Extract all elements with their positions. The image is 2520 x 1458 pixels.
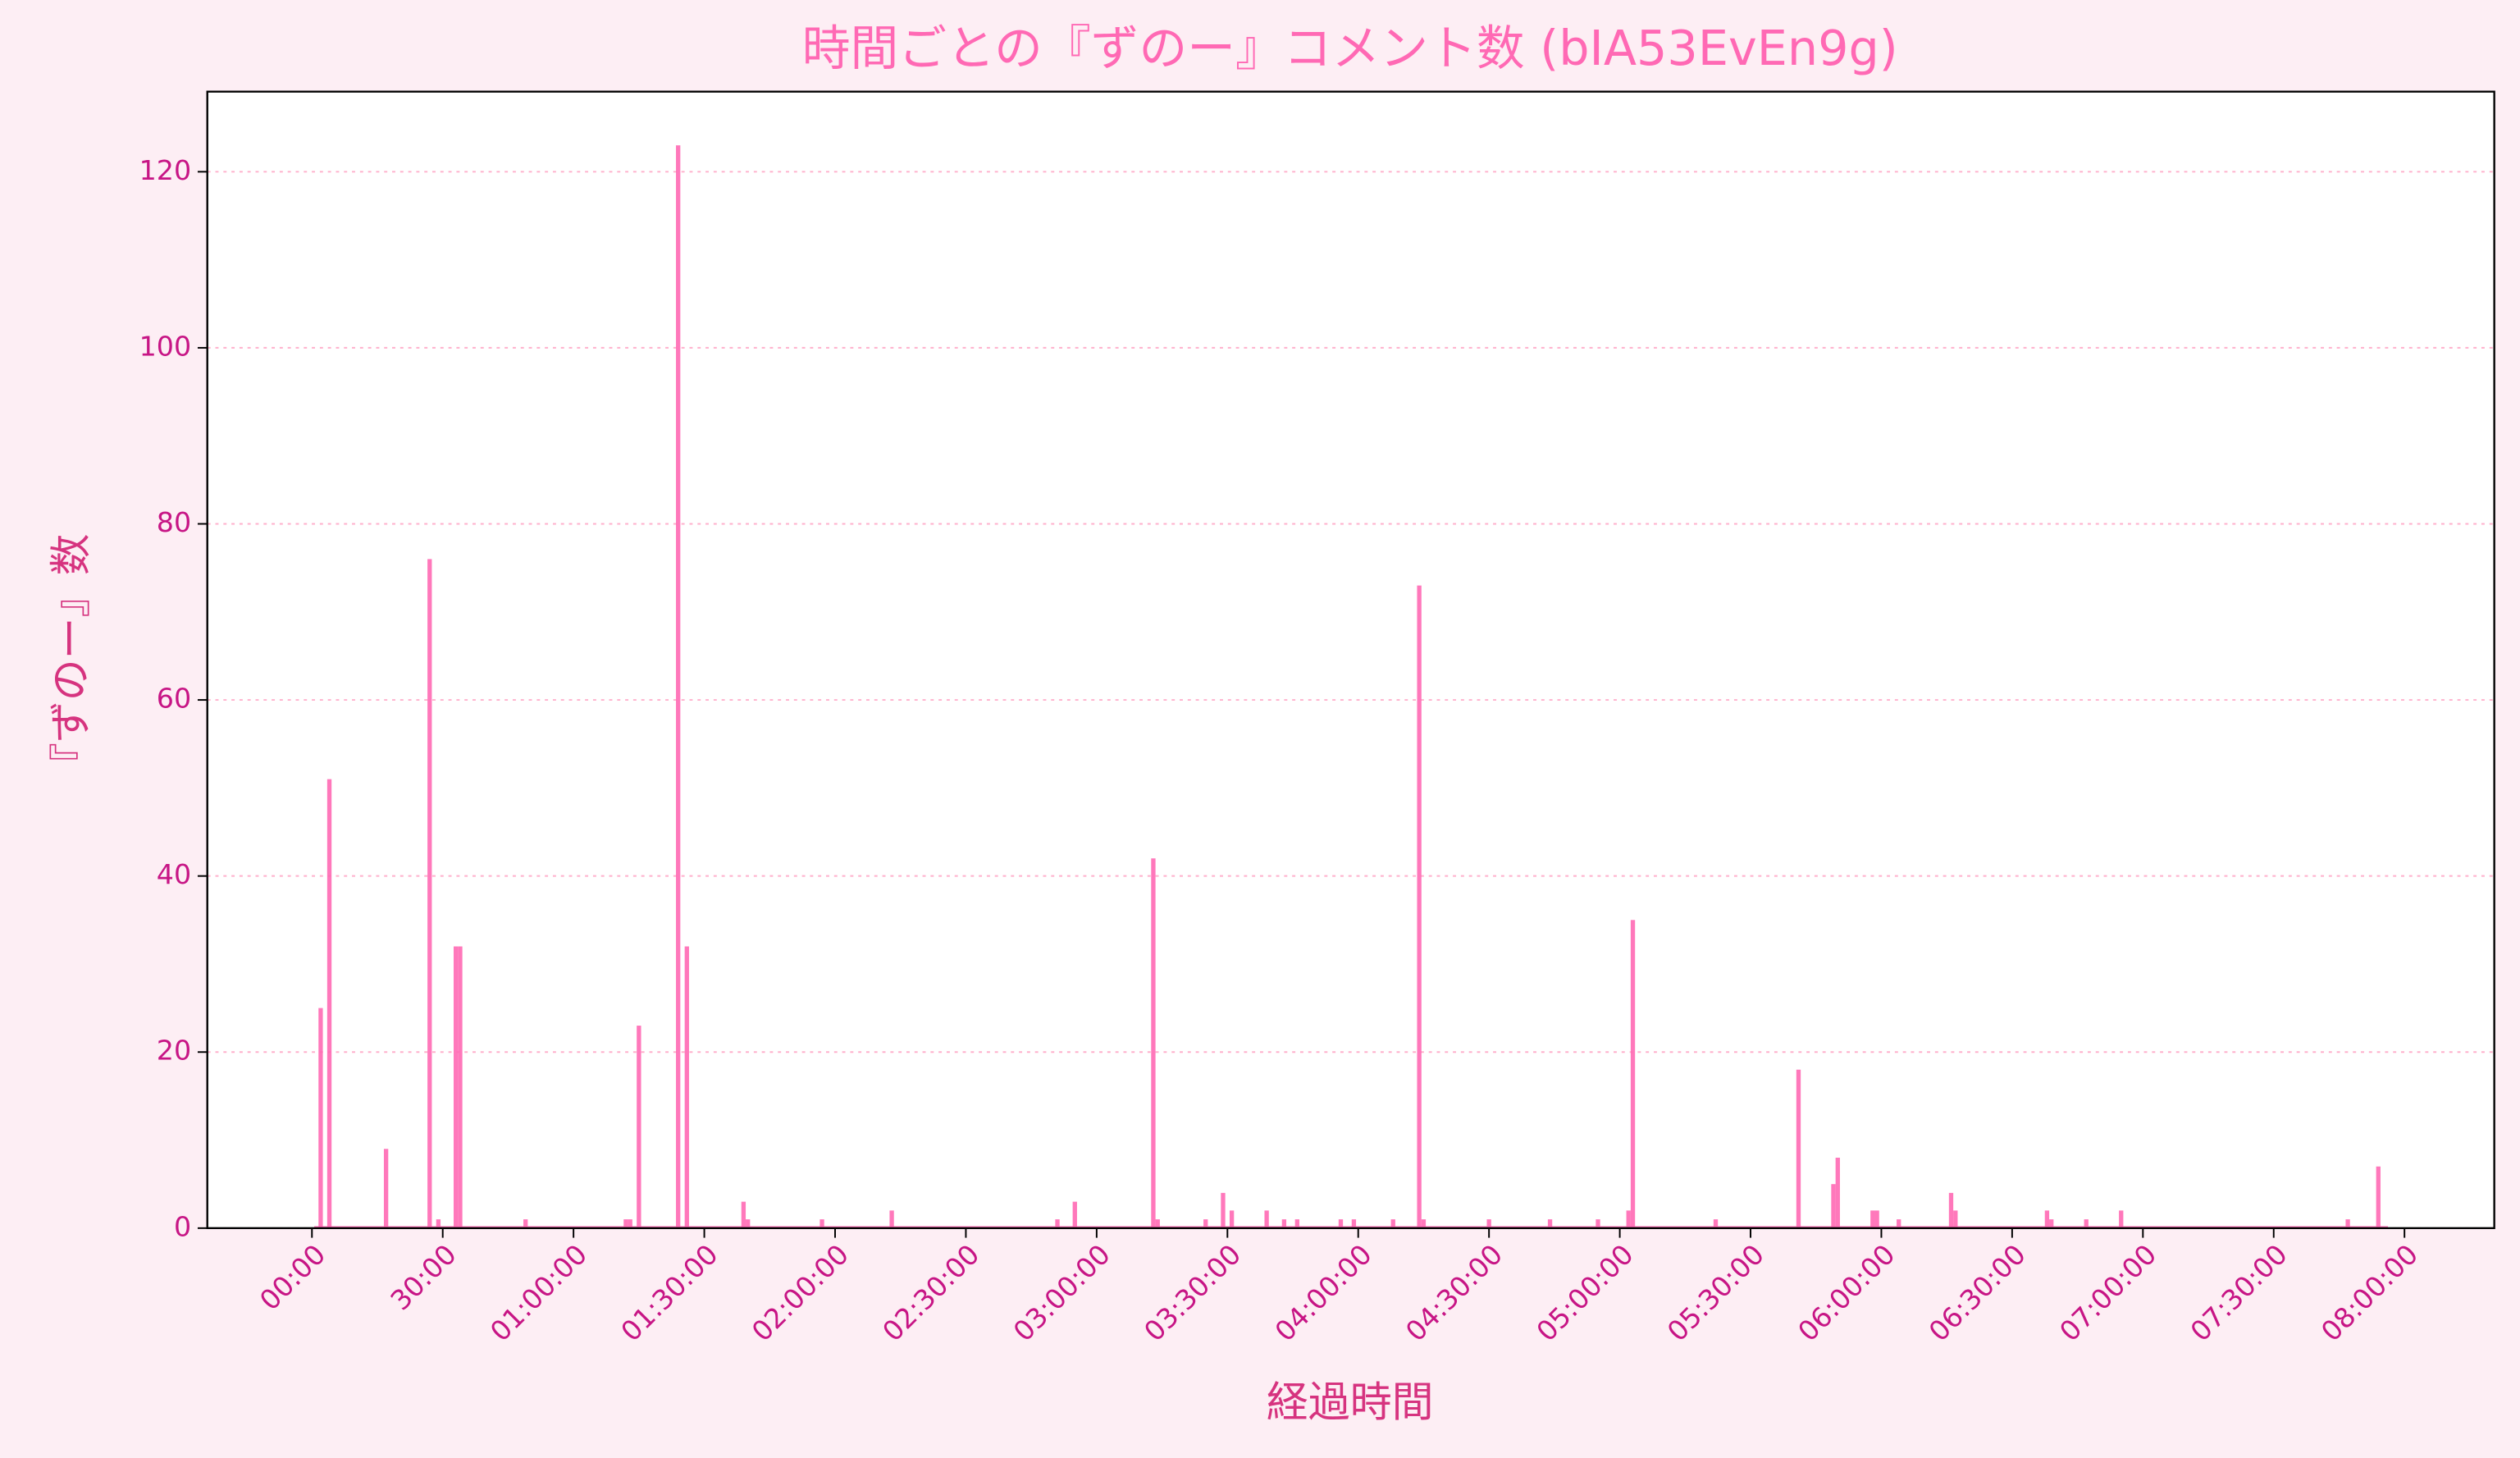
bar xyxy=(383,1149,389,1228)
bar xyxy=(1281,1219,1287,1228)
bar xyxy=(2345,1219,2350,1228)
bar xyxy=(741,1201,746,1228)
bar xyxy=(1155,1219,1160,1228)
y-tick-label: 60 xyxy=(157,683,191,715)
bar xyxy=(318,1008,323,1228)
bar xyxy=(1203,1219,1208,1228)
bar xyxy=(1953,1210,1958,1228)
bar xyxy=(2084,1219,2089,1228)
bar xyxy=(1796,1069,1801,1228)
bar xyxy=(1835,1157,1840,1228)
bar xyxy=(637,1026,641,1228)
bar xyxy=(523,1219,528,1228)
bar xyxy=(1630,920,1636,1228)
bar xyxy=(628,1219,632,1228)
bar xyxy=(1897,1219,1901,1228)
bar xyxy=(1338,1219,1344,1228)
bar xyxy=(453,946,459,1228)
bar xyxy=(1229,1210,1235,1228)
bar xyxy=(1626,1210,1631,1228)
bar xyxy=(1596,1219,1600,1228)
y-tick-label: 100 xyxy=(139,330,192,362)
bar xyxy=(1421,1219,1427,1228)
bar xyxy=(1870,1210,1875,1228)
bar xyxy=(427,559,432,1228)
bar xyxy=(1948,1192,1954,1228)
axes-frame xyxy=(206,90,2495,1230)
bar xyxy=(1713,1219,1719,1228)
bar xyxy=(2049,1219,2054,1228)
chart-title: 時間ごとの『ずのー』コメント数 (bIA53EvEn9g) xyxy=(802,20,1898,76)
bar xyxy=(1831,1184,1836,1228)
bar xyxy=(2376,1166,2381,1228)
bar xyxy=(2044,1210,2050,1228)
y-tick-label: 20 xyxy=(157,1035,191,1067)
bar xyxy=(1055,1219,1060,1228)
bar xyxy=(436,1219,441,1228)
bar xyxy=(326,779,332,1228)
y-tick-label: 0 xyxy=(174,1210,191,1242)
bar xyxy=(1390,1219,1395,1228)
bar xyxy=(819,1219,824,1228)
bar xyxy=(746,1219,751,1228)
bar xyxy=(889,1210,894,1228)
bar xyxy=(1486,1219,1491,1228)
bar xyxy=(1874,1210,1879,1228)
bar xyxy=(1417,585,1422,1228)
bar xyxy=(1547,1219,1553,1228)
bar xyxy=(2119,1210,2124,1228)
bar xyxy=(1221,1192,1226,1228)
bar xyxy=(458,946,463,1228)
bar xyxy=(1294,1219,1299,1228)
bar xyxy=(676,145,681,1228)
bar xyxy=(1264,1210,1269,1228)
bar xyxy=(623,1219,628,1228)
plot-area xyxy=(207,91,2495,1228)
x-axis-label: 経過時間 xyxy=(1267,1378,1434,1427)
bar xyxy=(1351,1219,1357,1228)
y-tick-label: 40 xyxy=(157,858,191,890)
bar xyxy=(1072,1201,1077,1228)
y-tick-label: 80 xyxy=(157,506,191,538)
bar xyxy=(684,946,689,1228)
bar xyxy=(1151,858,1156,1228)
y-axis-label: 『ずのー』数 xyxy=(48,534,96,785)
y-tick-label: 120 xyxy=(139,154,192,186)
